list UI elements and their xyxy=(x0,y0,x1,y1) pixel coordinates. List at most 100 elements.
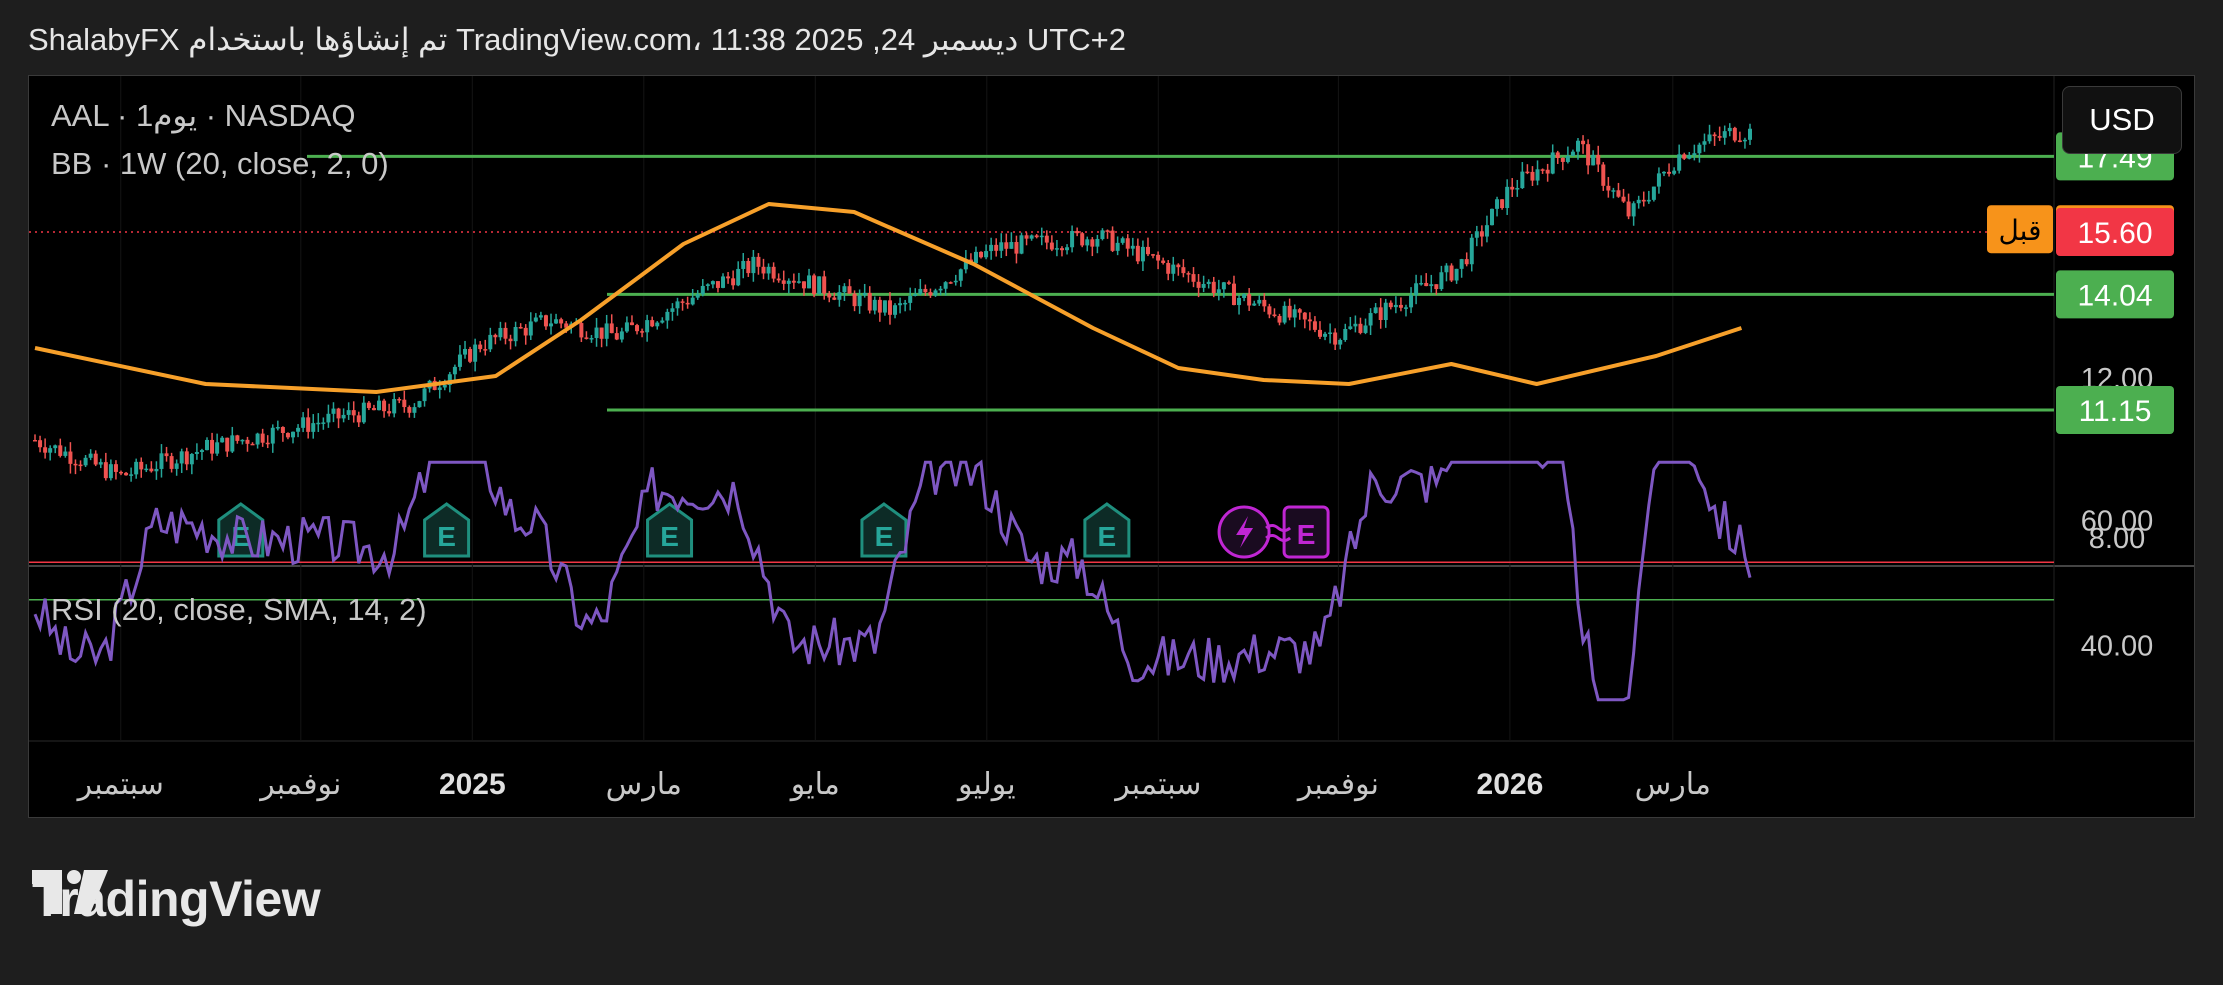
candle-body[interactable] xyxy=(316,422,321,425)
candle-body[interactable] xyxy=(306,417,311,432)
candle-body[interactable] xyxy=(1257,299,1262,304)
candle-body[interactable] xyxy=(1393,304,1398,308)
candle-body[interactable] xyxy=(594,327,599,339)
tradingview-logo[interactable]: TradingView xyxy=(32,870,321,928)
candle-body[interactable] xyxy=(1707,134,1712,142)
candle-body[interactable] xyxy=(523,327,528,336)
candle-body[interactable] xyxy=(149,468,154,472)
candle-body[interactable] xyxy=(83,457,88,466)
candle-body[interactable] xyxy=(817,276,822,295)
candle-body[interactable] xyxy=(731,278,736,286)
candle-body[interactable] xyxy=(210,439,215,454)
candle-body[interactable] xyxy=(1191,274,1196,282)
candle-body[interactable] xyxy=(867,292,872,311)
candle-body[interactable] xyxy=(1682,154,1687,159)
candle-body[interactable] xyxy=(1712,134,1717,137)
candle-body[interactable] xyxy=(1459,259,1464,269)
candle-body[interactable] xyxy=(923,288,928,293)
candle-body[interactable] xyxy=(609,323,614,334)
currency-button[interactable]: USD xyxy=(2062,86,2182,154)
candle-body[interactable] xyxy=(1383,302,1388,320)
earnings-marker-icon[interactable] xyxy=(423,502,471,558)
candle-body[interactable] xyxy=(741,260,746,269)
candle-body[interactable] xyxy=(341,414,346,419)
candle-body[interactable] xyxy=(1272,314,1277,317)
candle-body[interactable] xyxy=(1140,246,1145,262)
candle-body[interactable] xyxy=(1282,305,1287,323)
candle-body[interactable] xyxy=(422,388,427,402)
candle-body[interactable] xyxy=(1363,325,1368,333)
candle-body[interactable] xyxy=(285,432,290,438)
candle-body[interactable] xyxy=(994,244,999,251)
candle-body[interactable] xyxy=(1388,302,1393,308)
candle-body[interactable] xyxy=(134,461,139,475)
candle-body[interactable] xyxy=(103,462,108,479)
candle-body[interactable] xyxy=(898,303,903,306)
candle-body[interactable] xyxy=(1636,199,1641,204)
candle-body[interactable] xyxy=(1489,208,1494,226)
candle-body[interactable] xyxy=(564,323,569,328)
candle-body[interactable] xyxy=(63,451,68,456)
candle-body[interactable] xyxy=(503,327,508,339)
candle-body[interactable] xyxy=(533,317,538,322)
candle-body[interactable] xyxy=(1732,127,1737,141)
bb-indicator-legend[interactable]: BB · 1W (20, close, 2, 0) xyxy=(51,146,389,181)
candle-body[interactable] xyxy=(1601,164,1606,186)
candle-body[interactable] xyxy=(670,308,675,312)
candle-body[interactable] xyxy=(1151,254,1156,256)
candle-body[interactable] xyxy=(958,269,963,281)
candle-body[interactable] xyxy=(366,402,371,409)
candle-body[interactable] xyxy=(1469,237,1474,265)
candle-body[interactable] xyxy=(124,472,129,476)
candle-body[interactable] xyxy=(1211,281,1216,294)
candle-body[interactable] xyxy=(108,464,113,479)
candle-body[interactable] xyxy=(1398,304,1403,308)
candle-body[interactable] xyxy=(751,256,756,274)
candle-body[interactable] xyxy=(1545,169,1550,174)
candle-body[interactable] xyxy=(549,323,554,327)
candle-body[interactable] xyxy=(893,305,898,315)
candle-body[interactable] xyxy=(579,323,584,338)
candle-body[interactable] xyxy=(559,319,564,324)
candle-body[interactable] xyxy=(1130,245,1135,249)
candle-body[interactable] xyxy=(1277,316,1282,323)
candle-body[interactable] xyxy=(1115,242,1120,251)
candle-body[interactable] xyxy=(973,251,978,264)
candle-body[interactable] xyxy=(1717,136,1722,138)
candle-body[interactable] xyxy=(1120,238,1125,243)
candle-body[interactable] xyxy=(1252,303,1257,306)
candle-body[interactable] xyxy=(1105,230,1110,232)
candle-body[interactable] xyxy=(1080,233,1085,246)
candle-body[interactable] xyxy=(361,402,366,423)
candle-body[interactable] xyxy=(1550,152,1555,174)
candle-body[interactable] xyxy=(1302,312,1307,320)
candle-body[interactable] xyxy=(230,435,235,452)
candle-body[interactable] xyxy=(1702,141,1707,145)
candle-body[interactable] xyxy=(311,423,316,432)
candle-body[interactable] xyxy=(872,299,877,311)
candle-body[interactable] xyxy=(336,408,341,419)
candle-body[interactable] xyxy=(498,327,503,338)
candle-body[interactable] xyxy=(351,410,356,416)
candle-body[interactable] xyxy=(225,437,230,452)
candle-body[interactable] xyxy=(796,281,801,283)
candle-body[interactable] xyxy=(665,311,670,321)
candle-body[interactable] xyxy=(326,413,331,423)
candle-body[interactable] xyxy=(1156,254,1161,261)
candle-body[interactable] xyxy=(650,320,655,327)
candle-body[interactable] xyxy=(1201,283,1206,288)
symbol-legend[interactable]: AAL · 1يوم · NASDAQ xyxy=(51,98,356,133)
candle-body[interactable] xyxy=(1287,305,1292,318)
price-chart-svg[interactable]: EEEEEE8.0012.0017.4914.0411.1515.6715.60… xyxy=(29,76,2195,818)
candle-body[interactable] xyxy=(1145,246,1150,255)
candle-body[interactable] xyxy=(943,282,948,289)
candle-body[interactable] xyxy=(377,400,382,411)
earnings-marker-icon[interactable] xyxy=(646,502,694,558)
candle-body[interactable] xyxy=(1722,131,1727,138)
candle-body[interactable] xyxy=(1328,332,1333,335)
candle-body[interactable] xyxy=(1454,268,1459,281)
candle-body[interactable] xyxy=(1692,153,1697,156)
candle-body[interactable] xyxy=(832,297,837,300)
candle-body[interactable] xyxy=(1414,283,1419,296)
candle-body[interactable] xyxy=(1049,242,1054,250)
